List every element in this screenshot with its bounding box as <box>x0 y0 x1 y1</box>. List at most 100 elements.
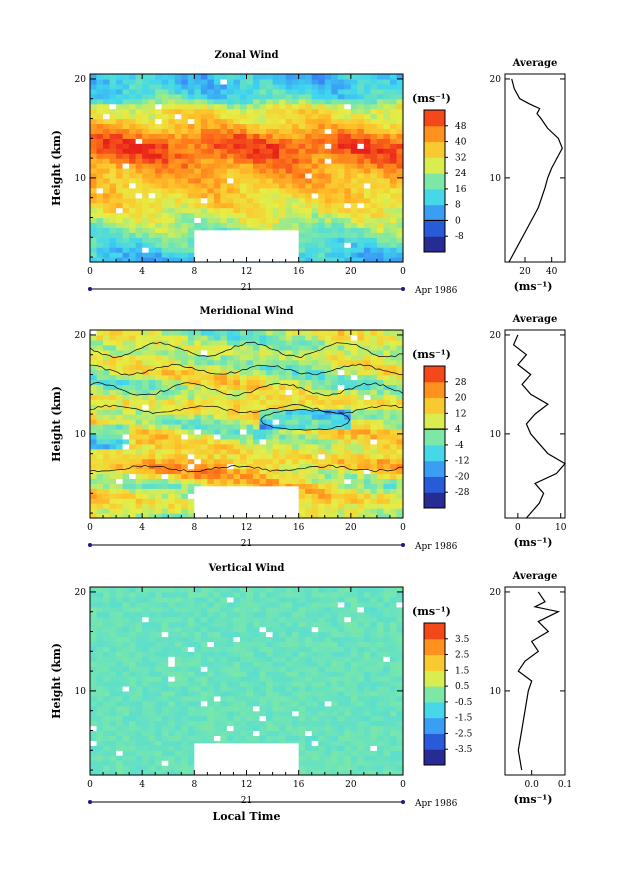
heatmap-cell <box>370 384 378 390</box>
heatmap-cell <box>122 631 130 638</box>
heatmap-cell <box>116 374 124 381</box>
heatmap-cell <box>383 448 391 455</box>
heatmap-cell <box>220 700 228 707</box>
heatmap-cell <box>207 168 215 174</box>
heatmap-cell <box>357 192 365 199</box>
heatmap-cell <box>213 473 222 480</box>
heatmap-cell <box>122 369 130 376</box>
heatmap-cell <box>129 616 137 623</box>
heatmap-cell <box>129 740 137 746</box>
heatmap-cell <box>318 168 326 174</box>
heatmap-cell <box>357 227 365 233</box>
heatmap-cell <box>129 409 137 415</box>
heatmap-cell <box>181 133 189 139</box>
heatmap-cell <box>148 364 156 371</box>
heatmap-cell <box>370 339 378 346</box>
heatmap-cell <box>344 163 352 169</box>
heatmap-cell <box>389 443 398 450</box>
heatmap-cell <box>181 631 189 638</box>
heatmap-cell <box>168 222 176 228</box>
heatmap-cell <box>266 74 274 80</box>
heatmap-cell <box>220 128 228 134</box>
heatmap-cell <box>142 508 150 514</box>
heatmap-cell <box>324 83 332 90</box>
heatmap-cell <box>331 148 339 154</box>
heatmap-cell <box>200 626 208 633</box>
heatmap-cell <box>181 715 189 722</box>
heatmap-cell <box>122 177 130 184</box>
heatmap-cell <box>266 128 274 134</box>
heatmap-cell <box>266 394 274 400</box>
heatmap-cell <box>200 227 208 233</box>
heatmap-cell <box>226 192 235 199</box>
heatmap-cell <box>187 478 195 484</box>
heatmap-cell <box>155 113 163 120</box>
heatmap-cell <box>96 715 104 722</box>
heatmap-cell <box>266 399 274 405</box>
heatmap-cell <box>207 128 215 134</box>
heatmap-cell <box>266 601 274 608</box>
heatmap-cell <box>148 207 156 214</box>
heatmap-cell <box>161 503 169 509</box>
heatmap-cell <box>155 671 163 677</box>
heatmap-cell <box>279 725 287 732</box>
heatmap-cell <box>292 93 300 100</box>
heatmap-cell <box>116 399 124 405</box>
heatmap-cell <box>168 232 176 238</box>
heatmap-cell <box>174 473 182 480</box>
heatmap-cell <box>142 661 150 667</box>
heatmap-cell <box>239 197 248 204</box>
heatmap-cell <box>376 78 385 85</box>
heatmap-cell <box>370 98 378 105</box>
heatmap-cell <box>129 453 137 460</box>
heatmap-cell <box>161 641 169 647</box>
heatmap-cell <box>331 108 339 115</box>
heatmap-cell <box>357 113 365 120</box>
heatmap-cell <box>109 202 117 209</box>
heatmap-cell <box>103 651 111 657</box>
heatmap-cell <box>161 478 169 484</box>
heatmap-cell <box>96 428 104 435</box>
heatmap-cell <box>207 438 215 445</box>
heatmap-cell <box>181 503 189 509</box>
heatmap-cell <box>148 720 156 727</box>
heatmap-cell <box>324 428 332 435</box>
heatmap-cell <box>259 468 267 475</box>
heatmap-cell <box>181 394 189 400</box>
heatmap-cell <box>279 379 287 386</box>
heatmap-cell <box>142 438 150 445</box>
heatmap-cell <box>135 596 143 603</box>
heatmap-cell <box>213 424 222 430</box>
heatmap-cell <box>220 207 228 214</box>
heatmap-cell <box>239 207 248 214</box>
heatmap-cell <box>305 207 313 214</box>
heatmap-cell <box>155 202 163 209</box>
heatmap-cell <box>103 483 111 489</box>
heatmap-cell <box>272 433 280 440</box>
heatmap-cell <box>259 389 267 395</box>
heatmap-cell <box>116 330 124 336</box>
heatmap-cell <box>305 123 313 130</box>
colorbar-band <box>424 460 445 477</box>
heatmap-cell <box>207 384 215 390</box>
heatmap-cell <box>318 503 326 509</box>
heatmap-cell <box>181 725 189 732</box>
heatmap-cell <box>383 458 391 465</box>
heatmap-cell <box>239 631 248 638</box>
heatmap-cell <box>383 232 391 238</box>
heatmap-cell <box>305 453 313 460</box>
heatmap-cell <box>200 424 208 430</box>
heatmap-cell <box>318 242 326 248</box>
heatmap-cell <box>90 212 98 219</box>
heatmap-cell <box>116 83 124 90</box>
heatmap-cell <box>253 587 261 593</box>
heatmap-cell <box>311 103 319 110</box>
heatmap-cell <box>116 626 124 633</box>
heatmap-cell <box>370 433 378 440</box>
heatmap-cell <box>181 433 189 440</box>
heatmap-cell <box>357 354 365 361</box>
heatmap-cell <box>344 252 352 258</box>
heatmap-cell <box>213 153 222 159</box>
heatmap-cell <box>331 227 339 233</box>
heatmap-cell <box>383 438 391 445</box>
